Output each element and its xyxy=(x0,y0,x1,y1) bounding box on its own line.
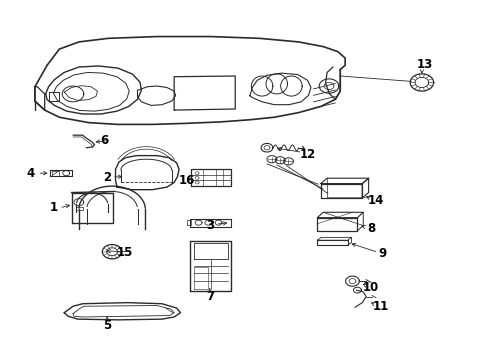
Text: 12: 12 xyxy=(299,148,316,161)
Text: 9: 9 xyxy=(379,247,387,260)
Text: 4: 4 xyxy=(27,167,35,180)
Text: 7: 7 xyxy=(206,290,214,303)
Text: 13: 13 xyxy=(416,58,433,71)
Text: 6: 6 xyxy=(100,134,108,147)
Text: 14: 14 xyxy=(368,194,384,207)
Text: 2: 2 xyxy=(103,171,111,184)
Text: 16: 16 xyxy=(179,174,196,186)
Text: 3: 3 xyxy=(206,219,214,233)
Text: 8: 8 xyxy=(367,222,375,235)
Text: 5: 5 xyxy=(103,319,111,332)
Text: 1: 1 xyxy=(49,202,57,215)
Text: 15: 15 xyxy=(117,246,133,259)
Text: 11: 11 xyxy=(373,300,389,313)
Text: 10: 10 xyxy=(363,281,379,294)
